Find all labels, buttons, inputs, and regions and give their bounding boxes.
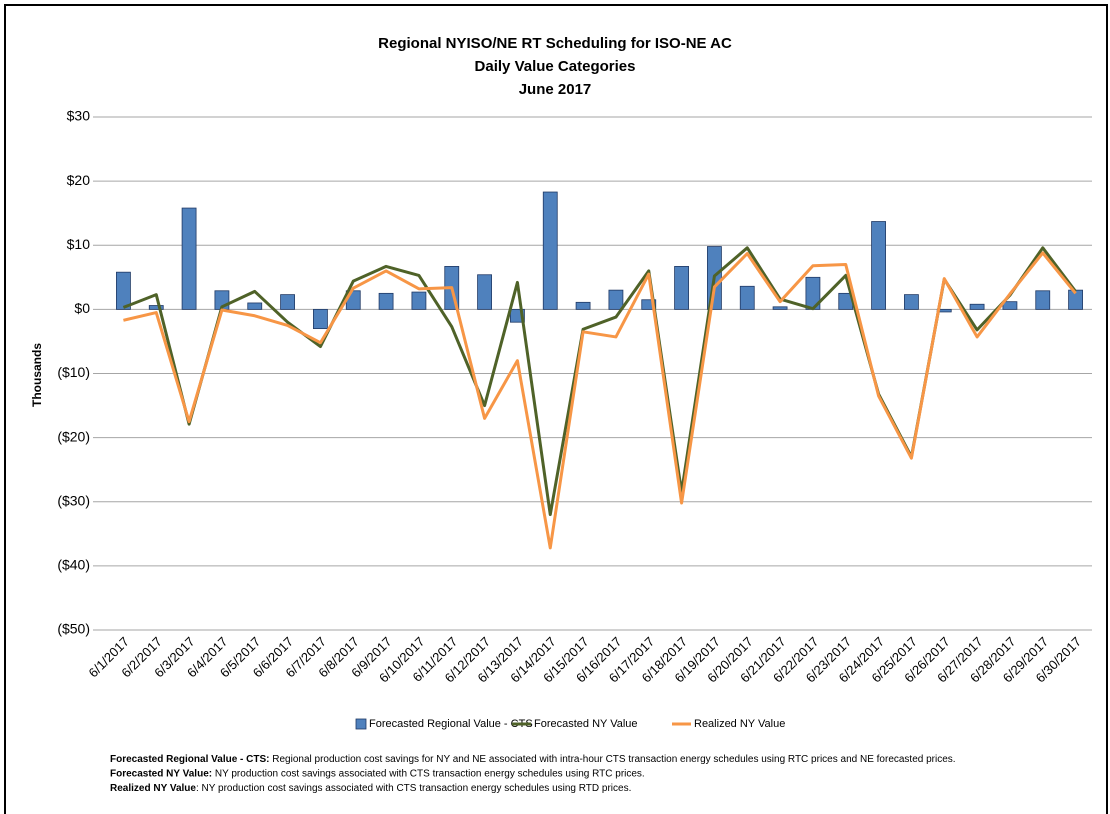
bar [969, 303, 985, 310]
legend-label: Forecasted NY Value [534, 718, 638, 730]
y-axis-label: Thousands [30, 343, 44, 407]
bar [148, 305, 164, 310]
legend-swatch [355, 718, 367, 730]
bar [181, 207, 197, 310]
y-tick-label: $10 [67, 236, 91, 252]
bar [575, 301, 591, 310]
bar [674, 266, 689, 310]
y-tick-label: $0 [74, 300, 90, 316]
chart-title: Regional NYISO/NE RT Scheduling for ISO-… [378, 35, 732, 52]
bar [608, 289, 624, 310]
bar [871, 221, 886, 310]
chart-subtitle: June 2017 [519, 81, 592, 98]
note-text: NY production cost savings associated wi… [212, 768, 645, 779]
note-term: Realized NY Value [110, 783, 196, 794]
bar [411, 291, 427, 310]
bar [116, 271, 131, 310]
bar [904, 294, 919, 310]
y-tick-label: $20 [67, 172, 91, 188]
bar [641, 299, 657, 310]
bar [313, 308, 328, 330]
legend-label: Forecasted Regional Value - CTS [369, 718, 533, 730]
bar [477, 274, 492, 310]
y-tick-label: ($50) [57, 621, 90, 637]
note-text: Regional production cost savings for NY … [269, 754, 955, 765]
bar [378, 292, 394, 310]
chart-subtitle: Daily Value Categories [475, 58, 636, 75]
bar [739, 285, 755, 310]
bar [542, 191, 558, 310]
note-text: : NY production cost savings associated … [196, 783, 631, 794]
note-term: Forecasted NY Value: [110, 768, 212, 779]
note: Realized NY Value: NY production cost sa… [110, 783, 631, 794]
y-tick-label: ($40) [57, 557, 90, 573]
legend-label: Realized NY Value [694, 718, 785, 730]
chart-border [4, 4, 1108, 814]
y-tick-label: ($30) [57, 492, 90, 508]
y-tick-label: $30 [67, 108, 91, 124]
bar [1035, 290, 1051, 310]
bar [772, 306, 788, 310]
note-term: Forecasted Regional Value - CTS: [110, 754, 269, 765]
y-tick-label: ($10) [57, 364, 90, 380]
y-tick-label: ($20) [57, 428, 90, 444]
line [123, 251, 1077, 550]
note: Forecasted NY Value: NY production cost … [110, 768, 645, 779]
note: Forecasted Regional Value - CTS: Regiona… [110, 754, 956, 765]
bar [247, 302, 263, 310]
bar [280, 294, 295, 310]
